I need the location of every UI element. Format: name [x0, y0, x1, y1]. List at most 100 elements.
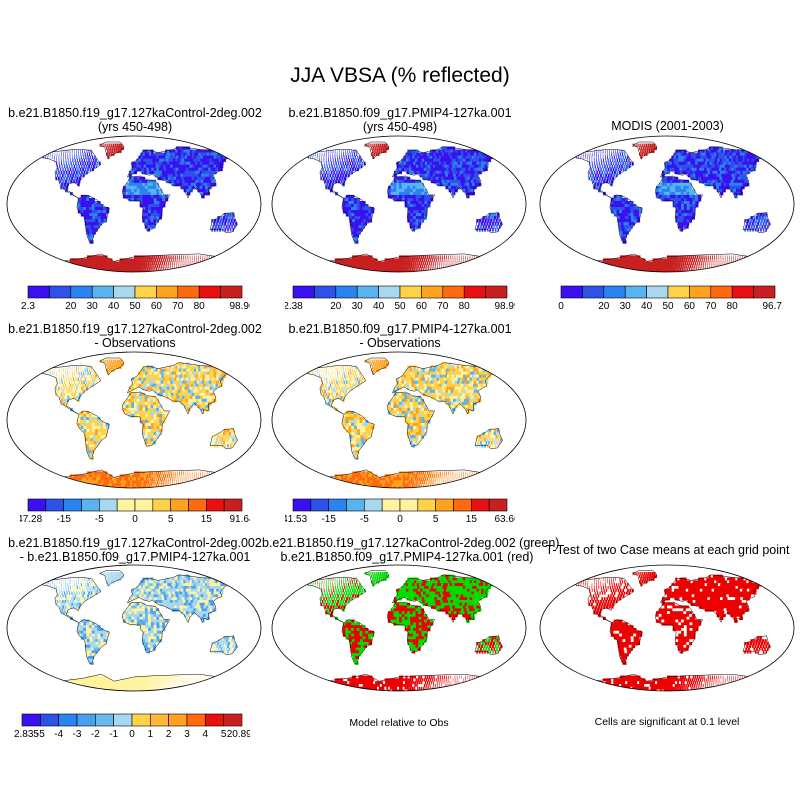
- colorbar-2-label-7: 60: [416, 301, 428, 312]
- colorbar-6-swatch-6: [113, 713, 133, 727]
- colorbar-1-swatch-7: [156, 285, 179, 299]
- colorbar-5-swatch-2: [310, 498, 329, 512]
- colorbar-2-label-6: 50: [394, 301, 406, 312]
- colorbar-2-swatch-8: [442, 285, 465, 299]
- map-panel-6: [6, 564, 262, 692]
- panel-8-title: T-Test of two Case means at each grid po…: [535, 543, 800, 557]
- colorbar-6-label-6: -1: [109, 729, 118, 740]
- panel-3-title-line-1: MODIS (2001-2003): [611, 119, 724, 133]
- colorbar-3-label-8: 70: [705, 301, 717, 312]
- colorbar-6-swatch-2: [40, 713, 59, 727]
- panel-6-title-line-1: b.e21.B1850.f19_g17.127kaControl-2deg.00…: [8, 536, 262, 550]
- colorbar-6-swatch-9: [168, 713, 188, 727]
- panel-7-title: b.e21.B1850.f19_g17.127kaControl-2deg.00…: [262, 536, 559, 564]
- colorbar-4: -47.28 -15 -5 0 5 15 91.64: [20, 498, 250, 525]
- colorbar-6: -32.835-5 -4 -3 -2 -1 0 1 2 3 4 520.898: [14, 713, 250, 740]
- panel-2-title: b.e21.B1850.f09_g17.PMIP4-127ka.001 (yrs…: [265, 106, 535, 134]
- panel-4-title-line-1: b.e21.B1850.f19_g17.127kaControl-2deg.00…: [8, 322, 262, 336]
- colorbar-2: 2.38 20 30 40 50 60 70 80 98.99: [285, 285, 515, 312]
- colorbar-3-swatch-8: [710, 285, 733, 299]
- colorbar-6-swatch-5: [95, 713, 114, 727]
- colorbar-3-label-7: 60: [684, 301, 696, 312]
- colorbar-6-label-13: 20.898: [227, 729, 250, 740]
- colorbar-6-swatch-12: [223, 713, 243, 727]
- colorbar-4-label-9: 5: [168, 514, 174, 525]
- colorbar-1-label-8: 70: [172, 301, 184, 312]
- colorbar-4-label-5: -5: [95, 514, 104, 525]
- colorbar-4-label-3: -15: [56, 514, 71, 525]
- colorbar-3-swatch-9: [731, 285, 754, 299]
- panel-6-title: b.e21.B1850.f19_g17.127kaControl-2deg.00…: [0, 536, 270, 564]
- colorbar-1-swatch-3: [70, 285, 93, 299]
- panel-7-title-line-2: b.e21.B1850.f09_g17.PMIP4-127ka.001 (red…: [280, 550, 534, 564]
- map-panel-1: [6, 135, 262, 273]
- panel-5-title: b.e21.B1850.f09_g17.PMIP4-127ka.001 - Ob…: [265, 322, 535, 350]
- panel-7-caption: Model relative to Obs: [349, 717, 449, 729]
- colorbar-3-swatch-7: [689, 285, 712, 299]
- colorbar-6-label-12: 5: [221, 729, 227, 740]
- colorbar-2-swatch-2: [314, 285, 337, 299]
- colorbar-3-label-9: 80: [727, 301, 739, 312]
- colorbar-2-label-11: 98.99: [494, 301, 515, 312]
- panel-1-title: b.e21.B1850.f19_g17.127kaControl-2deg.00…: [0, 106, 270, 134]
- colorbar-3-label-6: 50: [662, 301, 674, 312]
- colorbar-6-swatch-11: [205, 713, 224, 727]
- colorbar-6-swatch-3: [58, 713, 78, 727]
- colorbar-2-swatch-4: [356, 285, 379, 299]
- colorbar-4-swatch-6: [116, 498, 136, 512]
- panel-3-title: MODIS (2001-2003): [535, 119, 800, 133]
- colorbar-3-swatch-1: [560, 285, 583, 299]
- map-panel-8: [539, 564, 795, 692]
- colorbar-5: -41.53 -15 -5 0 5 15 63.66: [285, 498, 515, 525]
- colorbar-4-swatch-3: [63, 498, 82, 512]
- colorbar-1-swatch-4: [91, 285, 114, 299]
- colorbar-6-label-9: 2: [166, 729, 172, 740]
- colorbar-1-swatch-2: [49, 285, 72, 299]
- colorbar-2-swatch-9: [463, 285, 486, 299]
- colorbar-6-swatch-8: [150, 713, 169, 727]
- colorbar-5-swatch-5: [364, 498, 383, 512]
- colorbar-1-swatch-5: [113, 285, 136, 299]
- colorbar-1-label-9: 80: [194, 301, 206, 312]
- colorbar-6-swatch-7: [131, 713, 151, 727]
- panel-8-caption: Cells are significant at 0.1 level: [594, 716, 740, 728]
- colorbar-1-label-5: 40: [108, 301, 120, 312]
- colorbar-4-swatch-8: [152, 498, 171, 512]
- colorbar-4-label-1: -47.28: [20, 514, 43, 525]
- colorbar-2-label-9: 80: [459, 301, 471, 312]
- colorbar-1-label-6: 50: [129, 301, 141, 312]
- colorbar-5-label-9: 5: [433, 514, 439, 525]
- colorbar-1-swatch-1: [27, 285, 50, 299]
- panel-4-title: b.e21.B1850.f19_g17.127kaControl-2deg.00…: [0, 322, 270, 350]
- colorbar-3-swatch-2: [582, 285, 605, 299]
- colorbar-6-swatch-1: [21, 713, 41, 727]
- colorbar-4-swatch-12: [223, 498, 243, 512]
- colorbar-6-label-4: -3: [73, 729, 82, 740]
- colorbar-2-swatch-1: [292, 285, 315, 299]
- colorbar-6-label-7: 0: [129, 729, 135, 740]
- colorbar-5-label-5: -5: [360, 514, 369, 525]
- colorbar-5-label-11: 15: [466, 514, 478, 525]
- colorbar-6-label-5: -2: [91, 729, 100, 740]
- colorbar-3: 0 20 30 40 50 60 70 80 96.71: [558, 285, 783, 312]
- colorbar-3-swatch-5: [646, 285, 669, 299]
- colorbar-3-swatch-3: [603, 285, 626, 299]
- colorbar-2-swatch-7: [421, 285, 444, 299]
- map-panel-3: [539, 135, 795, 273]
- colorbar-1-swatch-9: [198, 285, 221, 299]
- colorbar-3-swatch-6: [667, 285, 690, 299]
- colorbar-2-swatch-6: [399, 285, 422, 299]
- colorbar-5-swatch-8: [417, 498, 436, 512]
- colorbar-1-swatch-8: [177, 285, 200, 299]
- colorbar-5-swatch-12: [488, 498, 508, 512]
- map-panel-4: [6, 351, 262, 489]
- colorbar-5-swatch-9: [435, 498, 454, 512]
- colorbar-1-swatch-6: [134, 285, 157, 299]
- colorbar-5-label-13: 63.66: [494, 514, 515, 525]
- colorbar-2-label-1: 2.38: [285, 301, 303, 312]
- panel-1-title-line-1: b.e21.B1850.f19_g17.127kaControl-2deg.00…: [8, 106, 262, 120]
- panel-2-title-line-1: b.e21.B1850.f09_g17.PMIP4-127ka.001: [288, 106, 512, 120]
- colorbar-3-label-3: 20: [598, 301, 610, 312]
- colorbar-1-label-7: 60: [151, 301, 163, 312]
- colorbar-4-swatch-9: [170, 498, 189, 512]
